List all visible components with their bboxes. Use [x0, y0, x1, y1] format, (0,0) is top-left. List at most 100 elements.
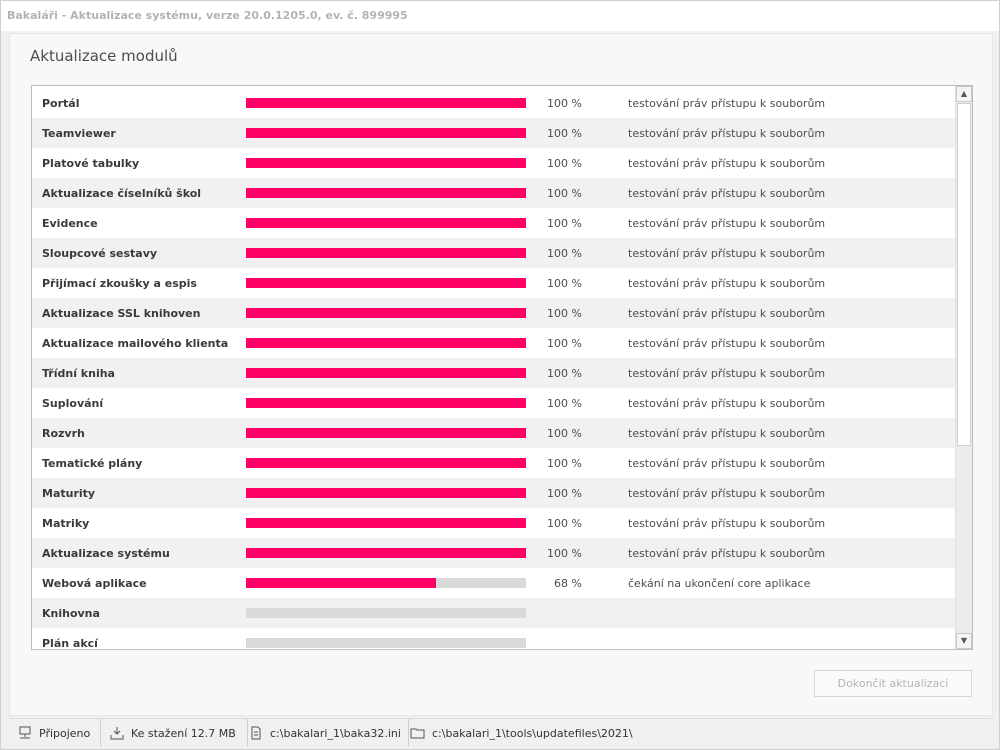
update-path: c:\bakalari_1\tools\updatefiles\2021\ [432, 726, 633, 740]
ini-path: c:\bakalari_1\baka32.ini [270, 726, 401, 740]
module-name: Přijímací zkoušky a espis [42, 277, 197, 290]
progress-fill [246, 98, 526, 108]
status-bar: Připojeno Ke stažení 12.7 MB c:\bakalari… [9, 718, 991, 747]
module-status: testování práv přístupu k souborům [628, 547, 826, 560]
progress-fill [246, 188, 526, 198]
module-status: testování práv přístupu k souborům [628, 217, 826, 230]
module-row: Aktualizace číselníků škol 100 % testování… [32, 178, 955, 208]
module-name: Sloupcové sestavy [42, 247, 158, 260]
module-row: Suplování 100 % testování práv přístupu k … [32, 388, 955, 418]
module-row: Platové tabulky 100 % testování práv příst… [32, 148, 955, 178]
file-icon [248, 726, 264, 740]
progress-fill [246, 548, 526, 558]
progress-fill [246, 578, 437, 588]
module-name: Platové tabulky [42, 157, 140, 170]
progress-fill [246, 488, 526, 498]
module-status: testování práv přístupu k souborům [628, 97, 826, 110]
status-update-path: c:\bakalari_1\tools\updatefiles\2021\ [402, 719, 638, 747]
progress-bar [246, 278, 526, 288]
module-status: testování práv přístupu k souborům [628, 427, 826, 440]
page-title: Aktualizace modulů [30, 47, 178, 65]
progress-fill [246, 428, 526, 438]
module-status: testování práv přístupu k souborům [628, 277, 826, 290]
progress-percent: 100 % [547, 157, 582, 170]
progress-percent: 100 % [547, 427, 582, 440]
scroll-down-icon[interactable]: ▼ [956, 633, 972, 649]
progress-fill [246, 518, 526, 528]
scroll-up-icon[interactable]: ▲ [956, 86, 972, 102]
module-name: Knihovna [42, 607, 100, 620]
module-name: Evidence [42, 217, 98, 230]
progress-percent: 100 % [547, 97, 582, 110]
module-row: Aktualizace systému 100 % testování práv p… [32, 538, 955, 568]
progress-percent: 100 % [547, 217, 582, 230]
finish-update-button[interactable]: Dokončit aktualizaci [814, 670, 972, 697]
title-bar: Bakaláři - Aktualizace systému, verze 20… [1, 1, 999, 31]
module-name: Matriky [42, 517, 90, 530]
progress-percent: 100 % [547, 487, 582, 500]
progress-fill [246, 368, 526, 378]
progress-bar [246, 398, 526, 408]
module-status: testování práv přístupu k souborům [628, 367, 826, 380]
update-panel: Aktualizace modulů Portál 100 % testování … [9, 33, 993, 716]
progress-percent: 100 % [547, 457, 582, 470]
progress-bar [246, 488, 526, 498]
connection-label: Připojeno [39, 726, 91, 740]
progress-percent: 100 % [547, 307, 582, 320]
progress-fill [246, 128, 526, 138]
scroll-thumb[interactable] [957, 103, 971, 446]
folder-icon [410, 726, 426, 740]
progress-fill [246, 338, 526, 348]
progress-fill [246, 218, 526, 228]
module-row: Portál 100 % testování práv přístupu k sou… [32, 88, 955, 118]
status-connection: Připojeno [9, 719, 101, 747]
progress-percent: 100 % [547, 397, 582, 410]
module-row: Rozvrh 100 % testování práv přístupu k sou… [32, 418, 955, 448]
module-row: Webová aplikace 68 % čekání na ukončení co… [32, 568, 955, 598]
progress-percent: 100 % [547, 187, 582, 200]
module-row: Knihovna [32, 598, 955, 628]
module-row: Třídní kniha 100 % testování práv přístupu… [32, 358, 955, 388]
module-row: Teamviewer 100 % testování práv přístupu k… [32, 118, 955, 148]
progress-bar [246, 368, 526, 378]
module-name: Tematické plány [42, 457, 143, 470]
progress-bar [246, 578, 526, 588]
module-name: Třídní kniha [42, 367, 115, 380]
module-name: Teamviewer [42, 127, 116, 140]
module-name: Rozvrh [42, 427, 85, 440]
window-title: Bakaláři - Aktualizace systému, verze 20… [7, 9, 408, 22]
progress-fill [246, 248, 526, 258]
module-row: Aktualizace mailového klienta 100 % testov… [32, 328, 955, 358]
progress-percent: 100 % [547, 247, 582, 260]
progress-bar [246, 248, 526, 258]
module-status: čekání na ukončení core aplikace [628, 577, 811, 590]
progress-bar [246, 608, 526, 618]
module-row: Plán akcí [32, 628, 955, 650]
vertical-scrollbar[interactable]: ▲ ▼ [955, 86, 972, 649]
network-icon [17, 726, 33, 740]
progress-bar [246, 428, 526, 438]
module-list[interactable]: Portál 100 % testování práv přístupu k sou… [31, 85, 973, 650]
progress-percent: 100 % [547, 337, 582, 350]
progress-percent: 100 % [547, 127, 582, 140]
module-status: testování práv přístupu k souborům [628, 517, 826, 530]
module-status: testování práv přístupu k souborům [628, 337, 826, 350]
module-name: Aktualizace mailového klienta [42, 337, 229, 350]
module-name: Aktualizace číselníků škol [42, 187, 202, 200]
status-ini-path: c:\bakalari_1\baka32.ini [240, 719, 409, 747]
progress-bar [246, 638, 526, 648]
progress-bar [246, 548, 526, 558]
module-row: Přijímací zkoušky a espis 100 % testování … [32, 268, 955, 298]
module-row: Aktualizace SSL knihoven 100 % testování p… [32, 298, 955, 328]
module-name: Plán akcí [42, 637, 98, 650]
module-status: testování práv přístupu k souborům [628, 397, 826, 410]
progress-bar [246, 458, 526, 468]
progress-bar [246, 308, 526, 318]
progress-fill [246, 398, 526, 408]
module-row: Maturity 100 % testování práv přístupu k s… [32, 478, 955, 508]
progress-bar [246, 338, 526, 348]
progress-percent: 100 % [547, 367, 582, 380]
progress-percent: 100 % [547, 517, 582, 530]
module-status: testování práv přístupu k souborům [628, 127, 826, 140]
download-size: Ke stažení 12.7 MB [131, 726, 236, 740]
